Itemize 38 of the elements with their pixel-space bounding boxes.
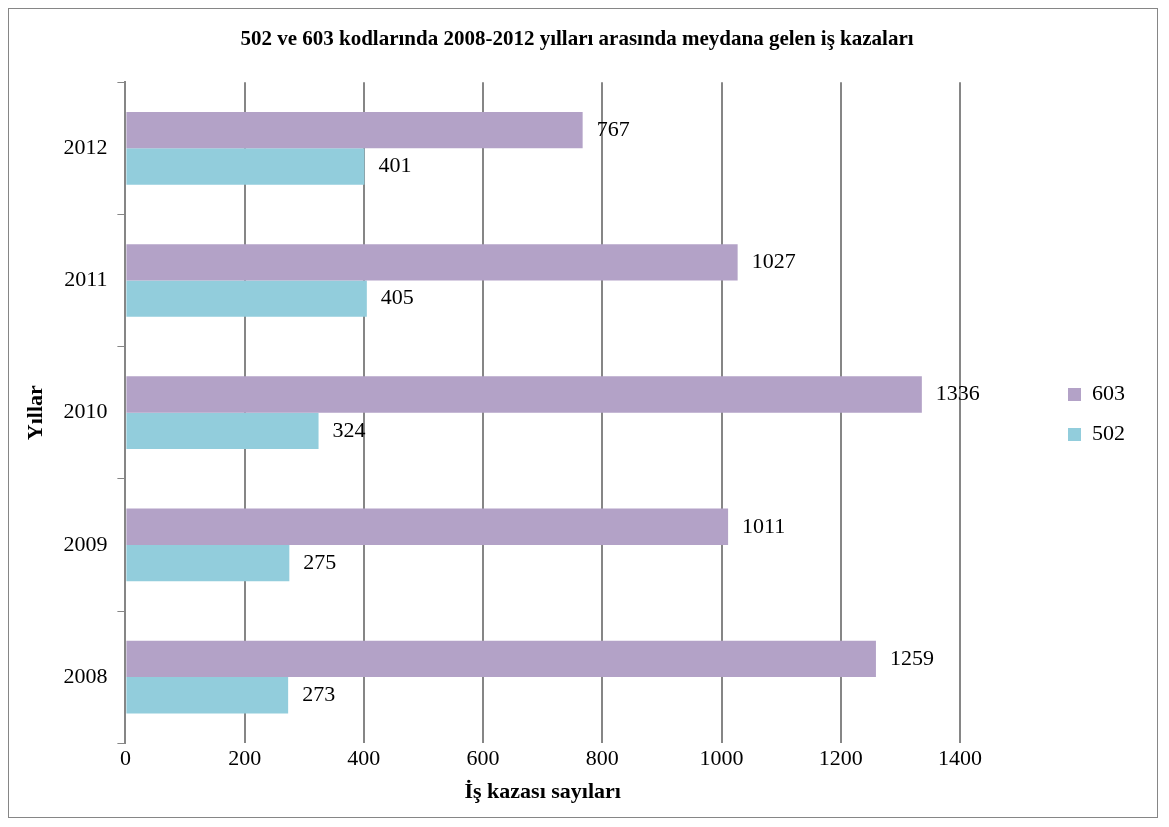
y-tick-label: 2009 bbox=[63, 530, 108, 556]
data-label: 1336 bbox=[935, 380, 980, 406]
bar bbox=[126, 412, 319, 450]
y-tick-label: 2012 bbox=[63, 134, 108, 160]
y-tick-label: 2010 bbox=[63, 398, 108, 424]
bar bbox=[126, 148, 365, 185]
x-axis-title: İş kazası sayıları bbox=[464, 778, 621, 804]
data-label: 1259 bbox=[889, 644, 934, 670]
x-tick-label: 400 bbox=[347, 745, 381, 771]
x-tick-label: 1000 bbox=[699, 745, 744, 771]
data-label: 1027 bbox=[751, 248, 796, 274]
x-tick-label: 1400 bbox=[938, 745, 982, 771]
y-axis-title: Yıllar bbox=[21, 384, 47, 441]
bar bbox=[126, 244, 738, 281]
bar bbox=[126, 280, 367, 317]
bar bbox=[126, 508, 729, 545]
legend-label: 502 bbox=[1092, 420, 1125, 446]
data-label: 401 bbox=[378, 152, 412, 178]
data-label: 275 bbox=[303, 548, 337, 574]
bar bbox=[126, 544, 290, 582]
x-tick-label: 600 bbox=[466, 745, 500, 771]
bar bbox=[126, 640, 876, 678]
bar bbox=[126, 376, 922, 413]
bar bbox=[126, 111, 583, 149]
x-tick-label: 800 bbox=[585, 745, 619, 771]
data-label: 405 bbox=[380, 284, 414, 310]
bar bbox=[126, 677, 289, 714]
data-label: 767 bbox=[596, 115, 630, 141]
x-tick-label: 200 bbox=[228, 745, 262, 771]
data-label: 324 bbox=[332, 416, 366, 442]
y-tick-label: 2008 bbox=[63, 662, 108, 688]
data-label: 273 bbox=[302, 681, 336, 707]
y-tick-label: 2011 bbox=[64, 266, 108, 292]
chart-title: 502 ve 603 kodlarında 2008-2012 yılları arasında meydana gelen iş kazaları bbox=[240, 26, 914, 51]
data-label: 1011 bbox=[742, 512, 786, 538]
x-tick-label: 1200 bbox=[818, 745, 863, 771]
legend-label: 603 bbox=[1092, 380, 1125, 406]
x-tick-label: 0 bbox=[119, 745, 131, 771]
